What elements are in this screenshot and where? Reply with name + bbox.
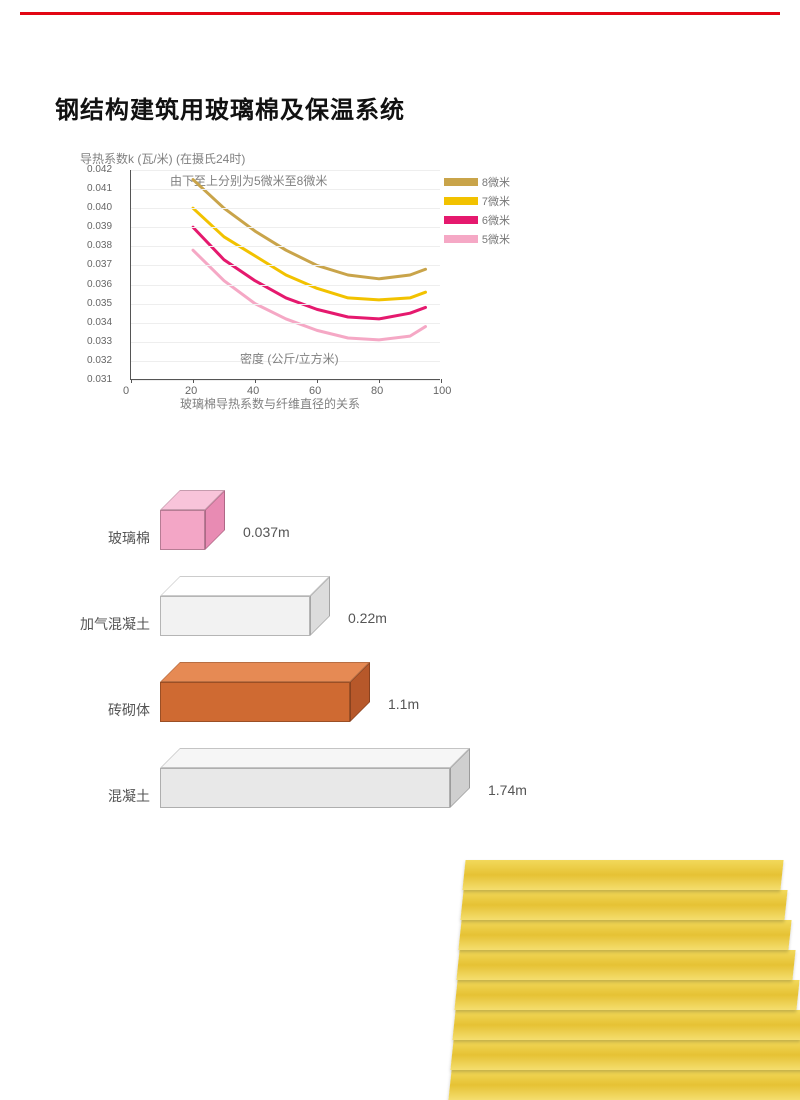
bar3d-label: 砖砌体 bbox=[70, 700, 150, 720]
legend-item: 8微米 bbox=[444, 174, 510, 190]
photo-panel bbox=[452, 1010, 800, 1040]
chart-legend: 8微米 7微米 6微米 5微米 bbox=[444, 174, 510, 250]
legend-label: 7微米 bbox=[482, 193, 510, 209]
photo-panel bbox=[450, 1040, 800, 1070]
bar3d-value: 0.22m bbox=[348, 610, 387, 626]
legend-label: 8微米 bbox=[482, 174, 510, 190]
chart-x-axis-label: 玻璃棉导热系数与纤维直径的关系 bbox=[180, 395, 360, 412]
chart-lines bbox=[131, 170, 441, 380]
legend-label: 6微米 bbox=[482, 212, 510, 228]
glass-wool-photo bbox=[440, 830, 800, 1100]
legend-label: 5微米 bbox=[482, 231, 510, 247]
page-title: 钢结构建筑用玻璃棉及保温系统 bbox=[55, 90, 405, 125]
legend-item: 5微米 bbox=[444, 231, 510, 247]
bar3d-label: 混凝土 bbox=[70, 786, 150, 806]
photo-panel bbox=[460, 890, 787, 920]
photo-panel bbox=[462, 860, 783, 890]
bar3d-value: 1.1m bbox=[388, 696, 419, 712]
legend-swatch bbox=[444, 216, 478, 224]
bar3d-row: 玻璃棉 0.037m bbox=[70, 490, 570, 570]
photo-panel bbox=[448, 1070, 800, 1100]
bar3d-label: 玻璃棉 bbox=[70, 528, 150, 548]
photo-panel bbox=[456, 950, 795, 980]
legend-item: 7微米 bbox=[444, 193, 510, 209]
bar3d-row: 混凝土 1.74m bbox=[70, 748, 570, 828]
bar3d-value: 1.74m bbox=[488, 782, 527, 798]
bar3d-label: 加气混凝土 bbox=[70, 614, 150, 634]
photo-panel bbox=[458, 920, 791, 950]
thermal-conductivity-chart: 导热系数k (瓦/米) (在摄氏24时) 由下至上分别为5微米至8微米 0.03… bbox=[80, 150, 500, 430]
material-thickness-bars: 玻璃棉 0.037m 加气混凝土 0.22m 砖砌体 1.1m 混凝土 1.74m bbox=[70, 490, 570, 850]
top-rule bbox=[20, 12, 780, 15]
chart-y-title: 导热系数k (瓦/米) (在摄氏24时) bbox=[80, 150, 500, 167]
photo-panel bbox=[454, 980, 799, 1010]
chart-density-label: 密度 (公斤/立方米) bbox=[240, 350, 339, 367]
bar3d-row: 加气混凝土 0.22m bbox=[70, 576, 570, 656]
legend-swatch bbox=[444, 235, 478, 243]
legend-swatch bbox=[444, 178, 478, 186]
chart-plot-area: 0.0310.0320.0330.0340.0350.0360.0370.038… bbox=[130, 170, 440, 380]
legend-item: 6微米 bbox=[444, 212, 510, 228]
legend-swatch bbox=[444, 197, 478, 205]
bar3d-value: 0.037m bbox=[243, 524, 290, 540]
bar3d-row: 砖砌体 1.1m bbox=[70, 662, 570, 742]
